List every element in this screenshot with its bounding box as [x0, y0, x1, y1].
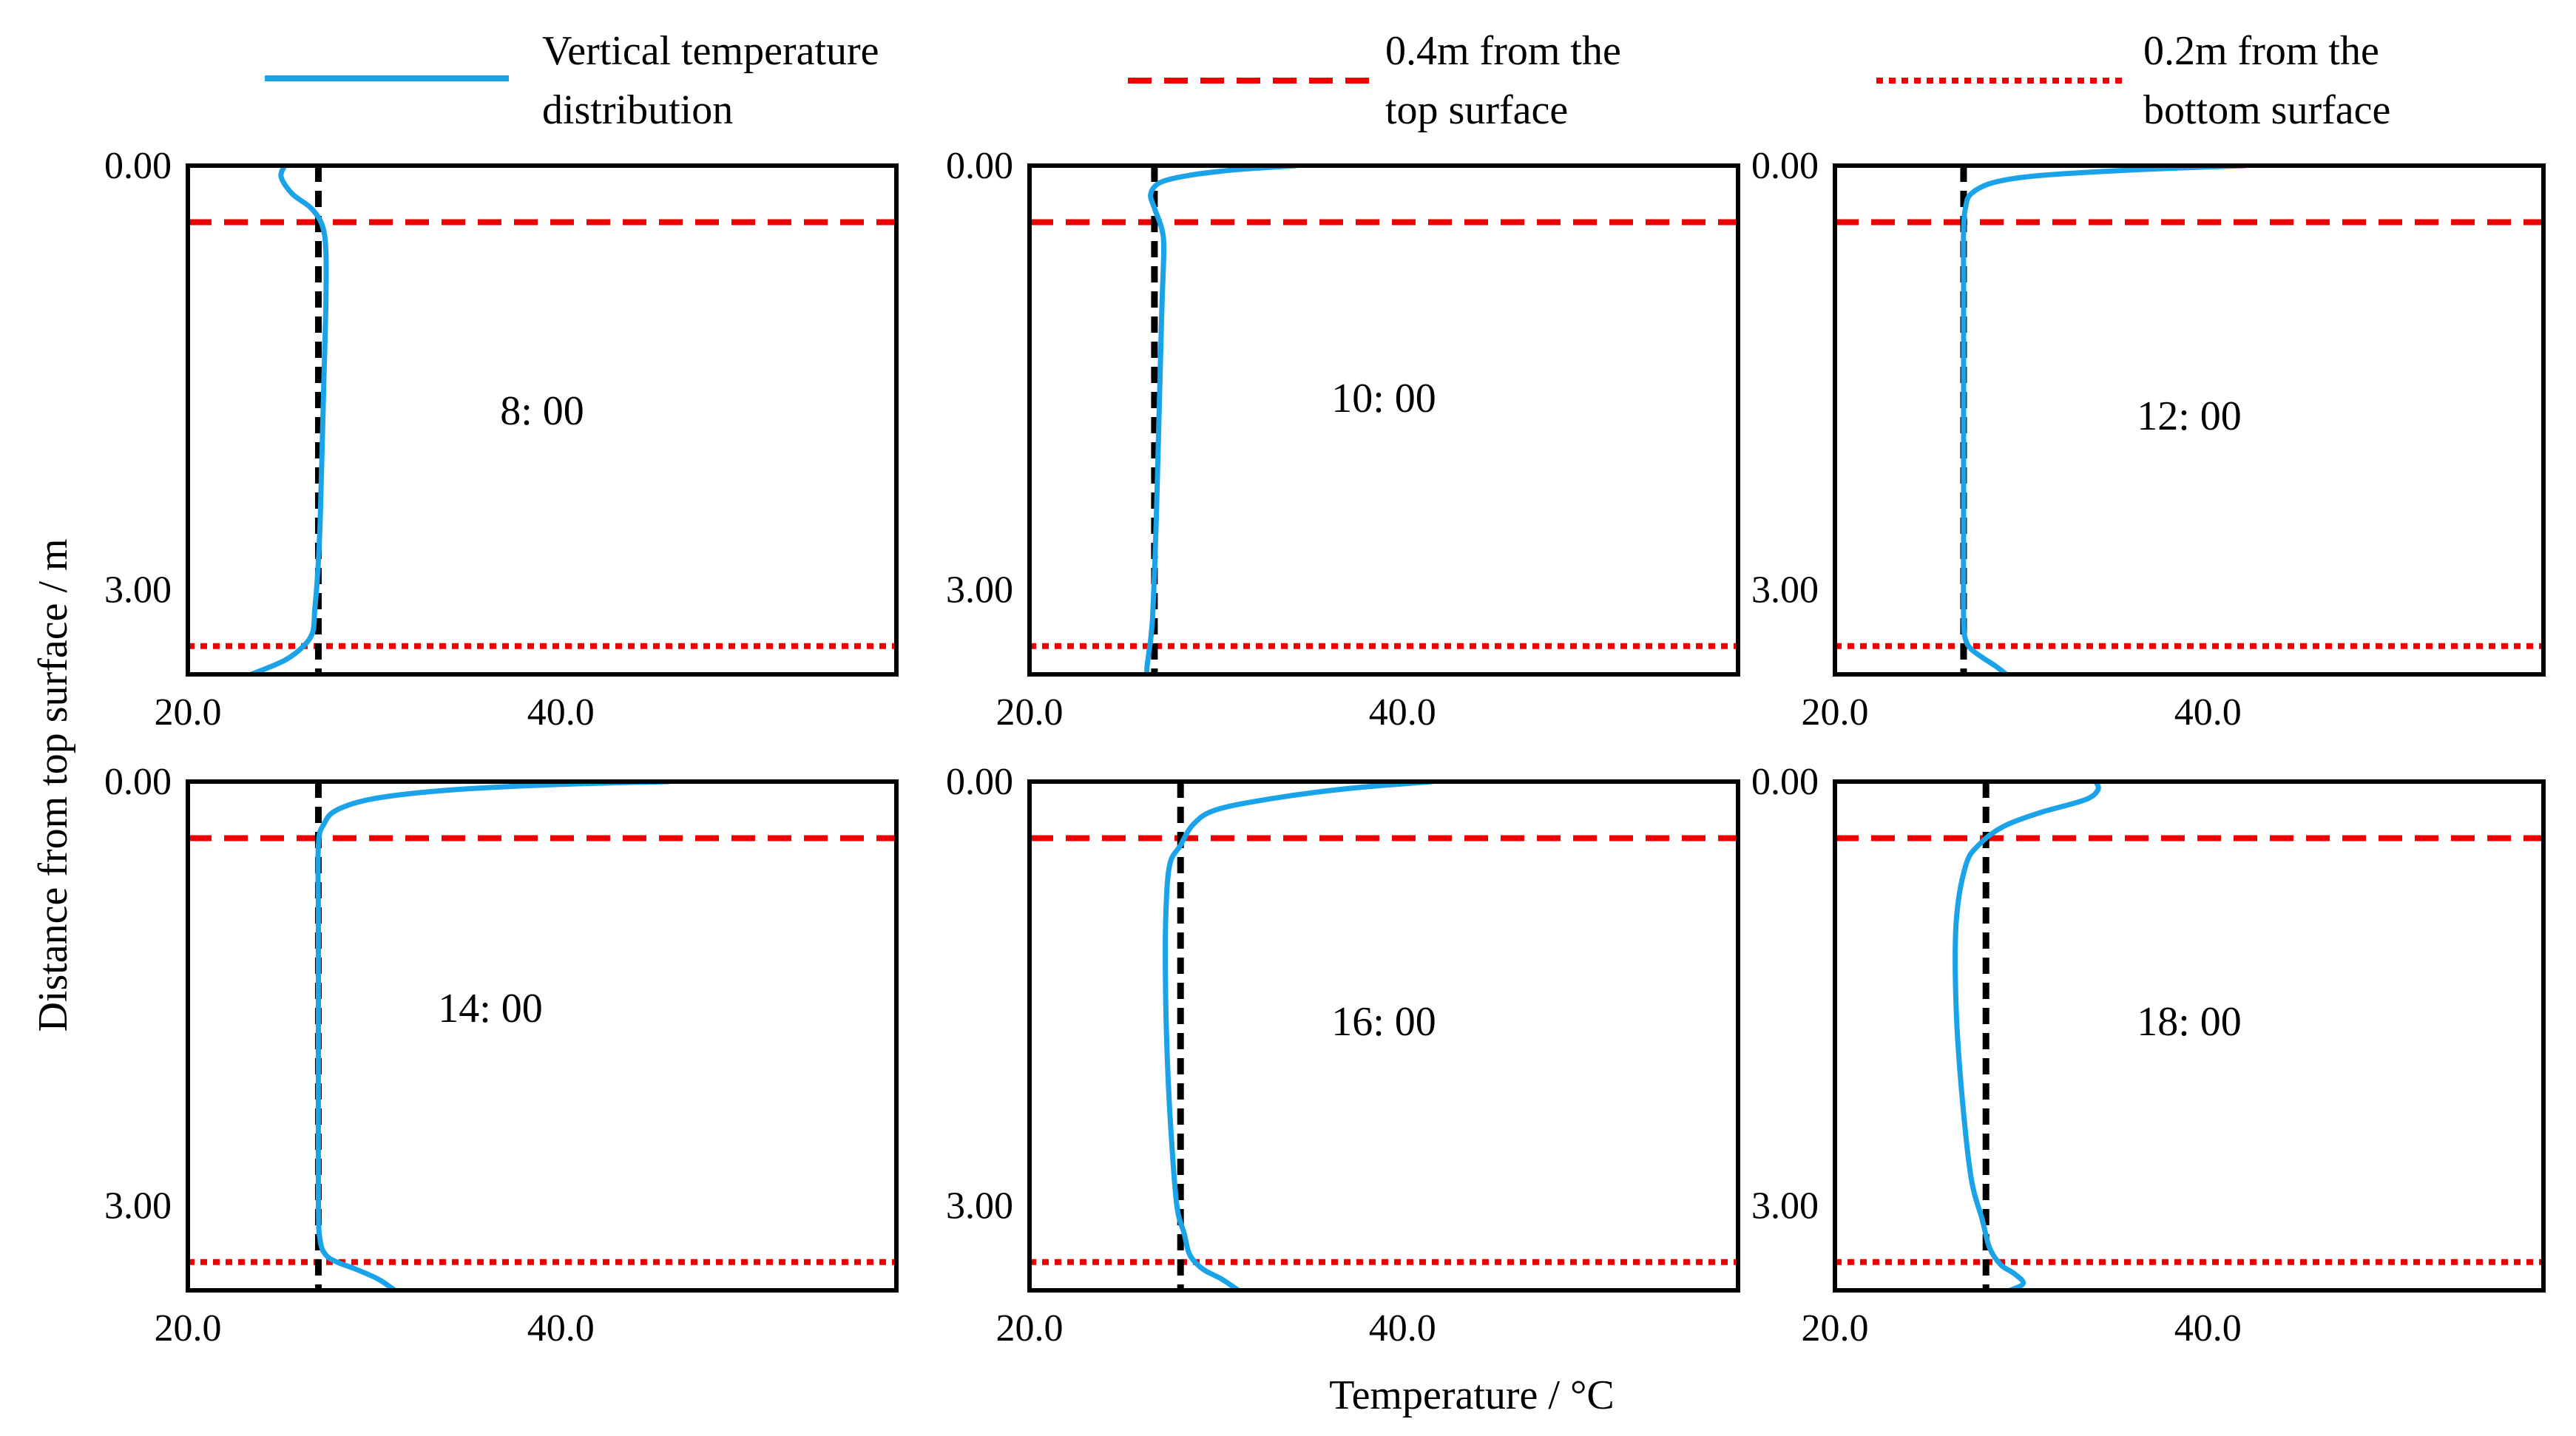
panel-plot-area: [1030, 782, 1738, 1290]
y-tick-label: 3.00: [946, 569, 1013, 611]
y-tick-label: 3.00: [1751, 569, 1819, 611]
y-tick-label: 0.00: [1751, 761, 1819, 803]
x-tick-label: 40.0: [1369, 1307, 1436, 1349]
panel-time-label: 16: 00: [1331, 999, 1436, 1045]
panel-time-label: 14: 00: [438, 986, 543, 1032]
temperature-profile-line: [249, 166, 329, 674]
panel-frame: [1833, 779, 2546, 1293]
legend-item-temperature-profile: Vertical temperature distribution: [265, 28, 879, 133]
panel-time-label: 12: 00: [2137, 393, 2242, 439]
x-tick-label: 20.0: [996, 1307, 1064, 1349]
panel-plot-area: [1030, 166, 1738, 674]
legend-label-bottom-line1: 0.2m from the: [2143, 28, 2379, 74]
y-tick-label: 0.00: [104, 145, 172, 187]
y-tick-label: 0.00: [946, 761, 1013, 803]
legend-label-top-line2: top surface: [1385, 87, 1568, 133]
panel-plot-area: [188, 166, 896, 674]
panel-frame: [1027, 779, 1740, 1293]
x-tick-label: 20.0: [996, 691, 1064, 734]
legend: Vertical temperature distribution 0.4m f…: [265, 28, 2390, 133]
y-axis-title: Distance from top surface / m: [30, 538, 76, 1032]
panel-frame: [186, 163, 899, 677]
panel-plot-area: [1835, 166, 2543, 674]
x-tick-label: 20.0: [1802, 691, 1869, 734]
panel-3: 20.0 40.0 0.00 3.00 12: 00: [1751, 145, 2546, 734]
x-axis-title: Temperature / °C: [1329, 1372, 1614, 1418]
panel-6: 20.0 40.0 0.00 3.00 18: 00: [1751, 761, 2546, 1349]
panel-frame: [1027, 163, 1740, 677]
temperature-profile-line: [1144, 166, 1299, 674]
legend-label-bottom-line2: bottom surface: [2143, 87, 2390, 133]
legend-label-top-line1: 0.4m from the: [1385, 28, 1621, 74]
panel-frame: [186, 779, 899, 1293]
legend-label-temperature-line1: Vertical temperature: [542, 28, 879, 74]
panel-4: 20.0 40.0 0.00 3.00 14: 00: [104, 761, 899, 1349]
x-tick-label: 40.0: [527, 1307, 595, 1349]
panel-frame: [1833, 163, 2546, 677]
panel-5: 20.0 40.0 0.00 3.00 16: 00: [946, 761, 1740, 1349]
panel-1: 20.0 40.0 0.00 3.00 8: 00: [104, 145, 899, 734]
y-tick-label: 0.00: [104, 761, 172, 803]
x-tick-label: 20.0: [155, 691, 222, 734]
y-tick-label: 0.00: [946, 145, 1013, 187]
temperature-profile-line: [1953, 782, 2101, 1290]
legend-label-temperature-line2: distribution: [542, 87, 733, 133]
x-tick-label: 20.0: [1802, 1307, 1869, 1349]
panel-plot-area: [1835, 782, 2543, 1290]
x-tick-label: 20.0: [155, 1307, 222, 1349]
temperature-profile-line: [315, 782, 672, 1290]
panel-plot-area: [188, 782, 896, 1290]
y-tick-label: 3.00: [104, 569, 172, 611]
temperature-profile-line: [1163, 782, 1435, 1290]
legend-item-top-line: 0.4m from the top surface: [1128, 28, 1621, 133]
x-tick-label: 40.0: [2174, 1307, 2242, 1349]
legend-item-bottom-line: 0.2m from the bottom surface: [1876, 28, 2390, 133]
x-tick-label: 40.0: [2174, 691, 2242, 734]
y-tick-label: 3.00: [946, 1185, 1013, 1227]
y-tick-label: 3.00: [104, 1185, 172, 1227]
panel-2: 20.0 40.0 0.00 3.00 10: 00: [946, 145, 1740, 734]
x-tick-label: 40.0: [527, 691, 595, 734]
panels: 20.0 40.0 0.00 3.00 8: 00 20.0 40.0 0.00 3.00 10:…: [104, 145, 2546, 1349]
y-tick-label: 3.00: [1751, 1185, 1819, 1227]
y-tick-label: 0.00: [1751, 145, 1819, 187]
panel-time-label: 18: 00: [2137, 999, 2242, 1045]
x-tick-label: 40.0: [1369, 691, 1436, 734]
panel-time-label: 8: 00: [500, 388, 584, 434]
panel-time-label: 10: 00: [1331, 376, 1436, 421]
temperature-profile-line: [1961, 166, 2248, 674]
